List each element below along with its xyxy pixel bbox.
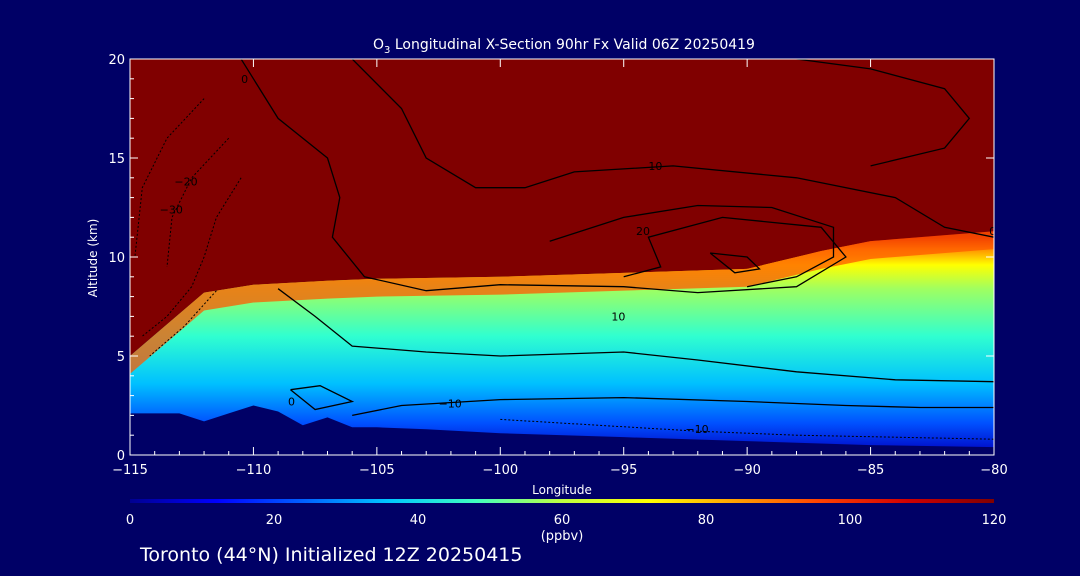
x-tick-label: −100 xyxy=(482,463,518,478)
contour-label: 10 xyxy=(611,310,625,323)
contour-label: −10 xyxy=(439,397,462,410)
y-tick-label: 0 xyxy=(117,449,125,464)
colorbar-tick-label: 0 xyxy=(126,513,134,528)
colorbar-tick-label: 20 xyxy=(266,513,283,528)
contour-line xyxy=(351,59,994,238)
colorbar-tick-label: 120 xyxy=(982,513,1007,528)
x-tick-label: −110 xyxy=(236,463,272,478)
contour-line xyxy=(549,204,835,288)
contour-line xyxy=(166,137,230,267)
contour-line xyxy=(191,177,242,287)
tropopause-transition-band xyxy=(130,231,994,374)
y-tick-label: 10 xyxy=(108,251,125,266)
footer-text: Toronto (44°N) Initialized 12Z 20250415 xyxy=(139,544,523,566)
x-tick-label: −95 xyxy=(610,463,637,478)
stratospheric-ozone-region xyxy=(130,59,994,356)
contour-line xyxy=(141,286,193,337)
chart-title: O3 Longitudinal X-Section 90hr Fx Valid … xyxy=(373,37,755,56)
contour-line xyxy=(290,385,355,411)
x-axis: −115 −110 −105 −100 −95 −90 −85 −80 xyxy=(112,59,1008,478)
y-axis: 0 5 10 15 20 xyxy=(108,53,994,464)
colorbar-ticks: 0 20 40 60 80 100 120 xyxy=(126,513,1007,528)
contour-labels: 0 10 −10 −20 −30 20 0 10 −10 0 xyxy=(160,73,996,436)
colorbar-tick-label: 100 xyxy=(838,513,863,528)
x-tick-label: −90 xyxy=(733,463,760,478)
colorbar-unit-label: (ppbv) xyxy=(541,529,584,544)
contour-label: 0 xyxy=(241,73,248,86)
colorbar-tick-label: 40 xyxy=(410,513,427,528)
x-axis-label: Longitude xyxy=(532,483,592,497)
x-tick-label: −115 xyxy=(112,463,148,478)
y-tick-label: 20 xyxy=(108,53,125,68)
contour-label: 0 xyxy=(288,396,295,409)
terrain-mask xyxy=(130,405,994,455)
x-tick-label: −105 xyxy=(359,463,395,478)
x-tick-label: −80 xyxy=(980,463,1007,478)
contour-label: 10 xyxy=(648,160,662,173)
contour-line xyxy=(352,396,994,417)
colorbar-tick-label: 80 xyxy=(698,513,715,528)
y-tick-label: 5 xyxy=(117,350,125,365)
contour-line xyxy=(240,59,847,294)
contour-label: −20 xyxy=(174,176,197,189)
contour-line xyxy=(277,288,994,383)
colorbar-tick-label: 60 xyxy=(554,513,571,528)
colorbar xyxy=(130,499,994,503)
contour-line xyxy=(709,252,761,274)
contour-label: 0 xyxy=(989,225,996,238)
contour-label: −30 xyxy=(160,203,183,216)
x-tick-label: −85 xyxy=(857,463,884,478)
y-tick-label: 15 xyxy=(108,152,125,167)
contour-lines xyxy=(134,59,994,440)
y-axis-label: Altitude (km) xyxy=(86,219,100,298)
contour-line xyxy=(796,59,971,167)
contour-label: 20 xyxy=(636,225,650,238)
contour-line xyxy=(134,98,205,258)
contour-label: −10 xyxy=(685,423,708,436)
ozone-cross-section-plot: 0 10 −10 −20 −30 20 0 10 −10 0 xyxy=(130,59,996,455)
